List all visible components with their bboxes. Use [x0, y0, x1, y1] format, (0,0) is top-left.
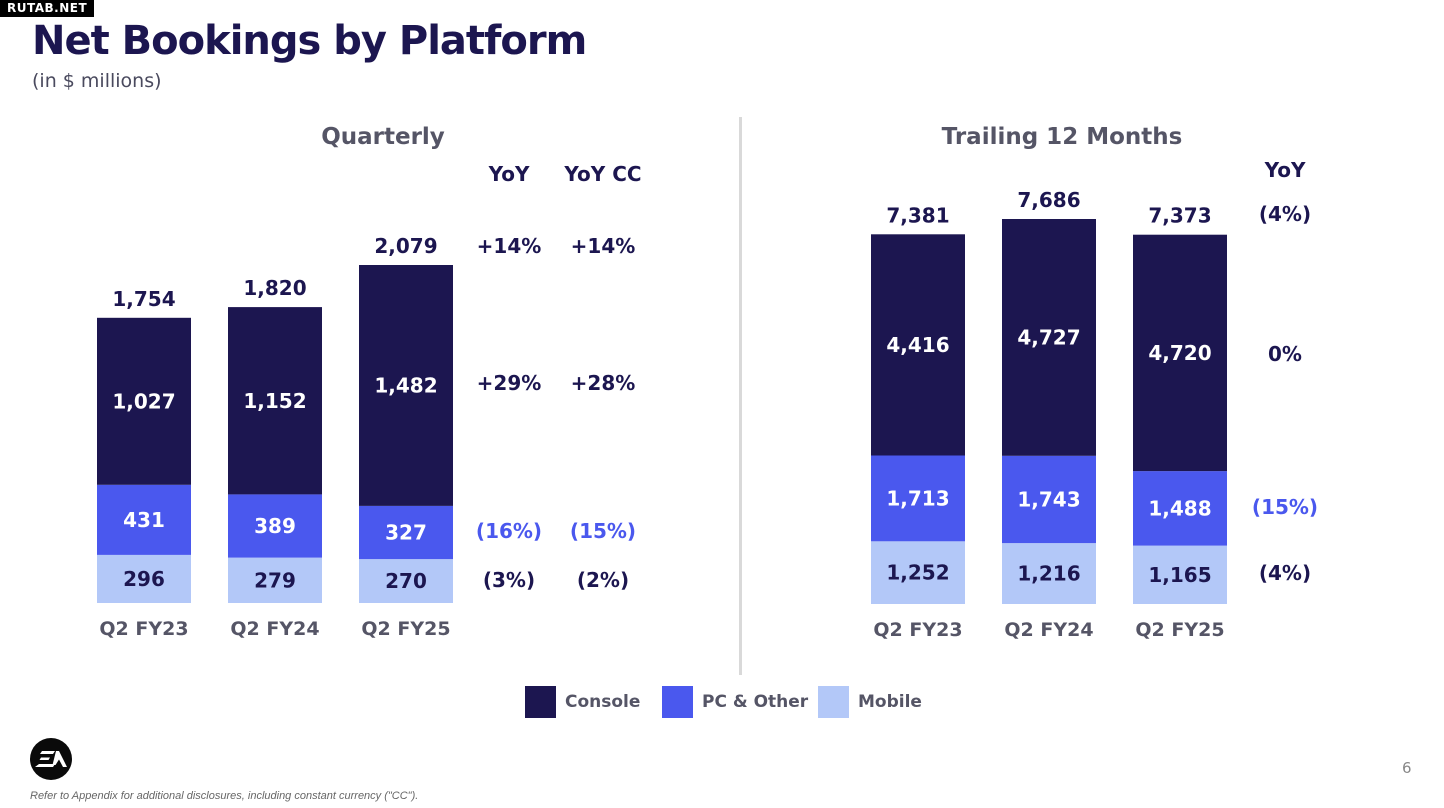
quarterly-total-label-q2-fy25: 2,079: [374, 234, 437, 258]
ttm-total-label-q2-fy25: 7,373: [1148, 204, 1211, 228]
ttm-category-label-q2-fy25: Q2 FY25: [1135, 619, 1224, 641]
legend-label-pc-other: PC & Other: [702, 692, 809, 712]
quarterly-value-label-pc-other-q2-fy25: 327: [385, 521, 427, 545]
quarterly-yoy-cc-console: +28%: [571, 371, 636, 395]
quarterly-value-label-mobile-q2-fy23: 296: [123, 567, 165, 591]
quarterly-bar-console-q2-fy25: [359, 265, 453, 506]
ttm-yoy-mobile: (4%): [1259, 561, 1311, 585]
watermark: RUTAB.NET: [0, 0, 95, 17]
ttm-yoy-header: YoY: [1264, 158, 1306, 182]
quarterly-value-label-mobile-q2-fy24: 279: [254, 568, 296, 592]
ttm-value-label-console-q2-fy23: 4,416: [886, 333, 949, 357]
footnote: Refer to Appendix for additional disclos…: [30, 790, 419, 802]
quarterly-bar-console-q2-fy24: [228, 307, 322, 495]
quarterly-yoy-cc-mobile: (2%): [577, 568, 629, 592]
quarterly-stacked-bar-chart: 296 431 1,027 1,754 Q2 FY23 279 389 1,152 1,820 Q…: [97, 234, 636, 640]
quarterly-category-label-q2-fy23: Q2 FY23: [99, 618, 188, 640]
quarterly-bar-pc-other-q2-fy23: [97, 484, 191, 555]
quarterly-bar-pc-other-q2-fy25: [359, 505, 453, 560]
legend-item-pc-other: PC & Other: [662, 686, 808, 718]
ttm-bar-mobile-q2-fy25: [1133, 545, 1227, 604]
ttm-yoy-console: 0%: [1268, 342, 1302, 366]
ttm-yoy-pc-other: (15%): [1252, 495, 1318, 519]
ttm-value-label-mobile-q2-fy25: 1,165: [1148, 563, 1211, 587]
quarterly-value-label-mobile-q2-fy25: 270: [385, 569, 427, 593]
quarterly-bar-mobile-q2-fy23: [97, 554, 191, 603]
quarterly-yoy-cc-total: +14%: [571, 234, 636, 258]
quarterly-chart-title: Quarterly: [321, 124, 445, 150]
ttm-value-label-mobile-q2-fy23: 1,252: [886, 561, 949, 585]
legend-item-mobile: Mobile: [818, 686, 922, 718]
ttm-bar-mobile-q2-fy23: [871, 541, 965, 604]
ttm-bar-console-q2-fy24: [1002, 219, 1096, 456]
ttm-bar-mobile-q2-fy24: [1002, 543, 1096, 604]
panel-divider: [739, 117, 742, 675]
quarterly-total-label-q2-fy23: 1,754: [112, 287, 175, 311]
ttm-bar-console-q2-fy25: [1133, 234, 1227, 472]
ttm-category-label-q2-fy24: Q2 FY24: [1004, 619, 1093, 641]
ttm-chart-title: Trailing 12 Months: [941, 124, 1183, 150]
quarterly-yoy-cc-pc-other: (15%): [570, 519, 636, 543]
quarterly-value-label-console-q2-fy24: 1,152: [243, 389, 306, 413]
quarterly-yoy-cc-header: YoY CC: [564, 162, 642, 186]
page-number: 6: [1402, 759, 1412, 777]
quarterly-total-label-q2-fy24: 1,820: [243, 276, 306, 300]
quarterly-value-label-pc-other-q2-fy23: 431: [123, 508, 165, 532]
quarterly-yoy-mobile: (3%): [483, 568, 535, 592]
ttm-bar-pc-other-q2-fy24: [1002, 455, 1096, 544]
ttm-total-label-q2-fy23: 7,381: [886, 203, 949, 227]
quarterly-yoy-header: YoY: [488, 162, 530, 186]
legend-swatch-console: [525, 686, 556, 718]
quarterly-bar-console-q2-fy23: [97, 317, 191, 485]
quarterly-category-label-q2-fy25: Q2 FY25: [361, 618, 450, 640]
ttm-value-label-pc-other-q2-fy24: 1,743: [1017, 487, 1080, 511]
ttm-value-label-console-q2-fy25: 4,720: [1148, 341, 1211, 365]
page-title: Net Bookings by Platform: [32, 18, 587, 64]
ttm-value-label-pc-other-q2-fy25: 1,488: [1148, 496, 1211, 520]
legend-label-console: Console: [565, 692, 641, 712]
ttm-yoy-total: (4%): [1259, 202, 1311, 226]
ea-logo-icon: [30, 738, 72, 780]
ttm-category-label-q2-fy23: Q2 FY23: [873, 619, 962, 641]
ttm-bar-console-q2-fy23: [871, 234, 965, 456]
ttm-value-label-console-q2-fy24: 4,727: [1017, 325, 1080, 349]
ttm-value-label-mobile-q2-fy24: 1,216: [1017, 562, 1080, 586]
legend-item-console: Console: [525, 686, 640, 718]
legend-label-mobile: Mobile: [858, 692, 922, 712]
ttm-total-label-q2-fy24: 7,686: [1017, 188, 1080, 212]
ttm-value-label-pc-other-q2-fy23: 1,713: [886, 486, 949, 510]
quarterly-category-label-q2-fy24: Q2 FY24: [230, 618, 319, 640]
quarterly-bar-pc-other-q2-fy24: [228, 494, 322, 558]
quarterly-value-label-pc-other-q2-fy24: 389: [254, 514, 296, 538]
quarterly-value-label-console-q2-fy23: 1,027: [112, 389, 175, 413]
quarterly-yoy-total: +14%: [477, 234, 542, 258]
quarterly-value-label-console-q2-fy25: 1,482: [374, 374, 437, 398]
ttm-bar-pc-other-q2-fy25: [1133, 471, 1227, 546]
quarterly-yoy-console: +29%: [477, 371, 542, 395]
ttm-stacked-bar-chart: 1,252 1,713 4,416 7,381 Q2 FY23 1,216 1,743 4,7…: [871, 188, 1318, 641]
quarterly-bar-mobile-q2-fy24: [228, 557, 322, 603]
quarterly-yoy-pc-other: (16%): [476, 519, 542, 543]
legend-swatch-pc-other: [662, 686, 693, 718]
page-subtitle: (in $ millions): [32, 70, 162, 92]
ttm-bar-pc-other-q2-fy23: [871, 455, 965, 542]
quarterly-bar-mobile-q2-fy25: [359, 559, 453, 603]
legend-swatch-mobile: [818, 686, 849, 718]
